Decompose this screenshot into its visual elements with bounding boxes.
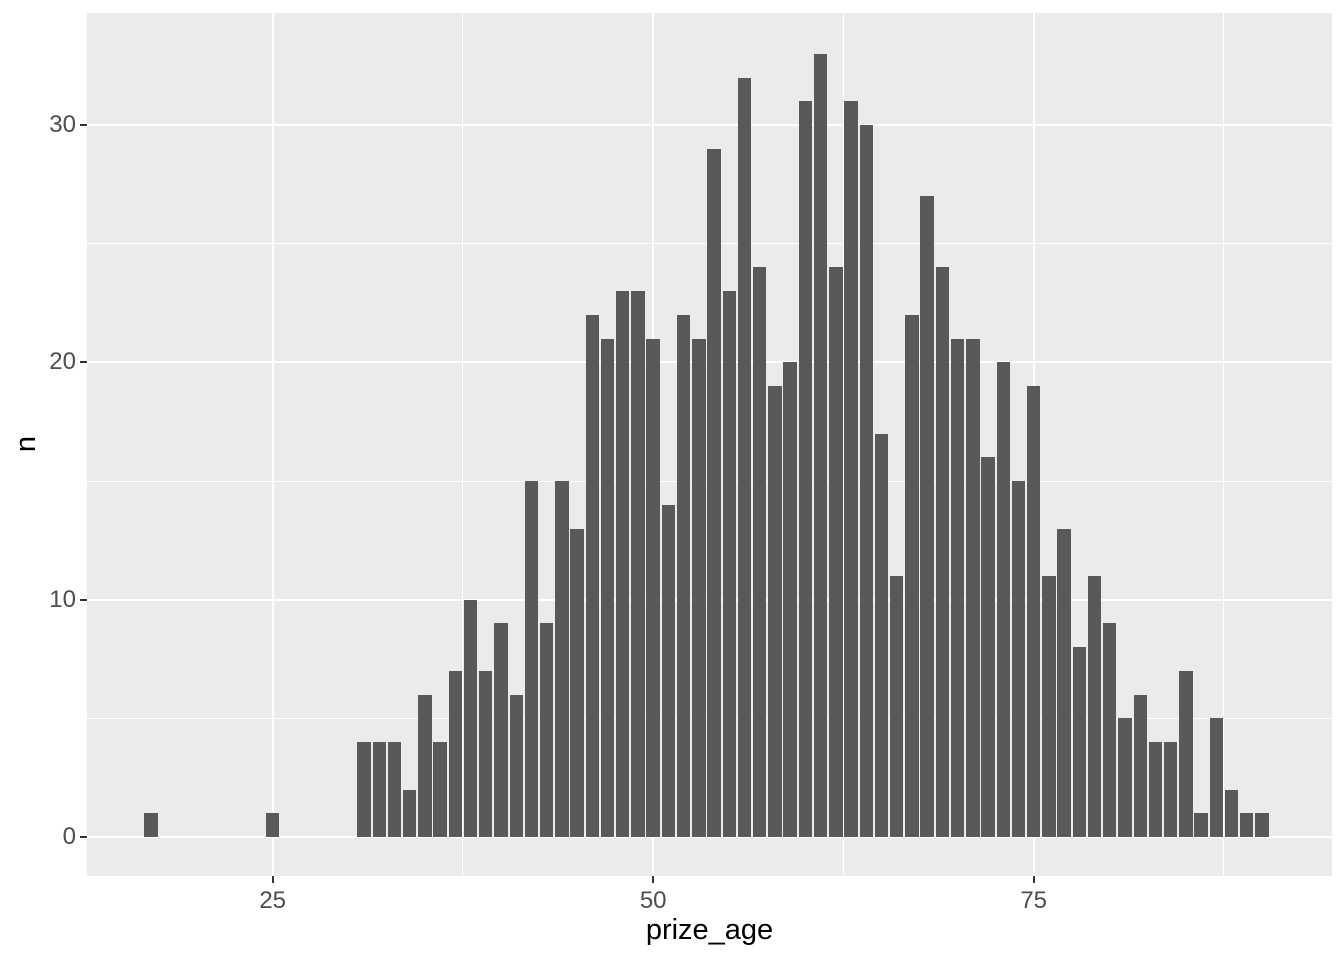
y-tick-label: 20 bbox=[49, 348, 76, 376]
histogram-bar bbox=[524, 481, 539, 838]
histogram-bar bbox=[661, 504, 676, 838]
histogram-bar bbox=[357, 742, 371, 838]
histogram-bar bbox=[1118, 718, 1132, 838]
histogram-bar bbox=[1042, 575, 1056, 838]
y-tick-label: 10 bbox=[49, 585, 76, 613]
histogram-bar bbox=[905, 314, 919, 838]
y-tick-label: 30 bbox=[49, 111, 76, 139]
histogram-bar bbox=[570, 528, 584, 838]
histogram-bar bbox=[1255, 813, 1269, 838]
histogram-bar bbox=[479, 670, 493, 838]
histogram-bars-layer bbox=[87, 13, 1332, 876]
histogram-bar bbox=[539, 623, 554, 838]
histogram-bar bbox=[1179, 670, 1193, 838]
histogram-bar bbox=[722, 291, 736, 838]
histogram-bar bbox=[600, 338, 615, 838]
gridline-major-y bbox=[87, 836, 1332, 839]
y-tick-mark bbox=[80, 361, 87, 364]
histogram-bar bbox=[372, 742, 386, 838]
histogram-bar bbox=[1072, 647, 1087, 838]
histogram-bar bbox=[509, 694, 523, 838]
x-tick-mark bbox=[1032, 876, 1035, 883]
histogram-bar bbox=[783, 362, 797, 838]
histogram-bar bbox=[1087, 575, 1102, 838]
y-tick-mark bbox=[80, 836, 87, 839]
x-tick-label: 75 bbox=[1020, 887, 1048, 914]
histogram-bar bbox=[1026, 386, 1041, 838]
x-tick-mark bbox=[652, 876, 655, 883]
histogram-bar bbox=[890, 575, 904, 838]
gridline-minor-x bbox=[1223, 13, 1225, 876]
gridline-minor-x bbox=[842, 13, 844, 876]
histogram-bar bbox=[920, 196, 934, 838]
histogram-bar bbox=[737, 77, 752, 838]
histogram-bar bbox=[616, 291, 630, 838]
histogram-bar bbox=[829, 267, 843, 838]
histogram-bar bbox=[874, 433, 889, 838]
histogram-bar bbox=[631, 291, 645, 838]
histogram-bar bbox=[1011, 481, 1026, 838]
histogram-bar bbox=[646, 338, 660, 838]
histogram-bar bbox=[1148, 742, 1163, 838]
gridline-major-x bbox=[271, 13, 274, 876]
histogram-bar bbox=[1057, 528, 1071, 838]
histogram-bar bbox=[463, 599, 478, 838]
histogram-bar bbox=[1240, 813, 1254, 838]
histogram-bar bbox=[1103, 623, 1117, 838]
y-tick-mark bbox=[80, 124, 87, 127]
histogram-bar bbox=[433, 742, 447, 838]
y-tick-label: 0 bbox=[62, 823, 76, 851]
histogram-bar bbox=[1194, 813, 1208, 838]
x-tick-mark bbox=[271, 876, 274, 883]
histogram-bar bbox=[692, 338, 706, 838]
x-tick-label: 50 bbox=[639, 887, 667, 914]
x-tick-label: 25 bbox=[259, 887, 287, 914]
histogram-bar bbox=[981, 457, 995, 838]
histogram-bar bbox=[1209, 718, 1224, 838]
histogram-bar bbox=[387, 742, 402, 838]
histogram-bar bbox=[585, 314, 599, 838]
gridline-major-y bbox=[87, 124, 1332, 127]
histogram-bar bbox=[1224, 789, 1239, 838]
histogram-bar bbox=[950, 338, 965, 838]
gridline-minor-x bbox=[462, 13, 464, 876]
histogram-bar bbox=[966, 338, 980, 838]
histogram-bar bbox=[1133, 694, 1147, 838]
y-tick-mark bbox=[80, 598, 87, 601]
histogram-bar bbox=[494, 623, 508, 838]
histogram-bar bbox=[844, 101, 858, 838]
histogram-bar bbox=[555, 481, 569, 838]
histogram-bar bbox=[798, 101, 813, 838]
histogram-bar bbox=[813, 53, 828, 838]
histogram-bar bbox=[935, 267, 950, 838]
histogram-bar bbox=[753, 267, 767, 838]
y-axis-title: n bbox=[10, 435, 42, 453]
histogram-bar bbox=[418, 694, 432, 838]
histogram-bar bbox=[448, 670, 463, 838]
histogram-bar bbox=[707, 148, 721, 838]
histogram-bar bbox=[996, 362, 1010, 838]
histogram-bar bbox=[265, 813, 280, 838]
histogram-bar bbox=[402, 789, 417, 838]
x-axis-title: prize_age bbox=[645, 914, 774, 946]
histogram-bar bbox=[676, 314, 691, 838]
histogram-bar bbox=[768, 386, 782, 838]
histogram-bar bbox=[144, 813, 158, 838]
histogram-bar bbox=[859, 125, 873, 838]
plot-panel bbox=[87, 13, 1332, 876]
histogram-bar bbox=[1163, 742, 1178, 838]
